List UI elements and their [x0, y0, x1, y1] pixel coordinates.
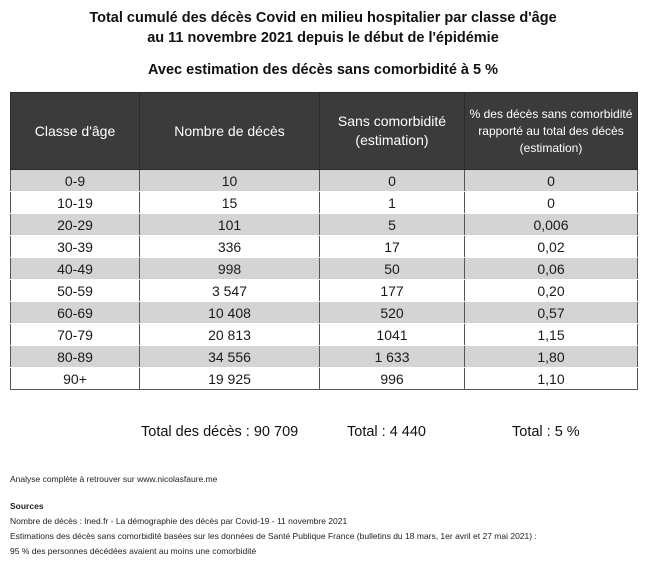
- death-count-cell: 19 925: [139, 367, 320, 390]
- source-line-1: Nombre de décès : Ined.fr - La démograph…: [10, 516, 348, 526]
- sources-label: Sources: [10, 501, 44, 511]
- without-comorbidity-cell: 17: [319, 235, 465, 258]
- without-comorbidity-cell: 1041: [319, 323, 465, 346]
- death-count-cell: 20 813: [139, 323, 320, 346]
- death-count-cell: 3 547: [139, 279, 320, 302]
- age-class-cell: 80-89: [10, 345, 140, 368]
- table-row: 40-49 998 50 0,06: [10, 257, 638, 280]
- death-count-cell: 10 408: [139, 301, 320, 324]
- age-class-cell: 60-69: [10, 301, 140, 324]
- table-row: 60-69 10 408 520 0,57: [10, 301, 638, 324]
- percent-cell: 0: [464, 169, 638, 192]
- age-class-cell: 0-9: [10, 169, 140, 192]
- total-without-comorbidity: Total : 4 440: [347, 424, 426, 440]
- without-comorbidity-cell: 5: [319, 213, 465, 236]
- table-row: 0-9 10 0 0: [10, 169, 638, 192]
- age-class-cell: 40-49: [10, 257, 140, 280]
- header-without-comorbidity: Sans comorbidité (estimation): [319, 92, 465, 170]
- death-count-cell: 998: [139, 257, 320, 280]
- percent-cell: 0,20: [464, 279, 638, 302]
- age-class-cell: 50-59: [10, 279, 140, 302]
- subtitle: Avec estimation des décès sans comorbidi…: [147, 62, 499, 78]
- table-row: 20-29 101 5 0,006: [10, 213, 638, 236]
- percent-cell: 0,02: [464, 235, 638, 258]
- source-line-3: 95 % des personnes décédées avaient au m…: [10, 546, 257, 556]
- death-count-cell: 34 556: [139, 345, 320, 368]
- death-count-cell: 101: [139, 213, 320, 236]
- age-class-cell: 10-19: [10, 191, 140, 214]
- total-deaths: Total des décès : 90 709: [141, 424, 299, 440]
- percent-cell: 1,80: [464, 345, 638, 368]
- percent-cell: 0: [464, 191, 638, 214]
- header-age-class: Classe d'âge: [10, 92, 140, 170]
- table-header-row: Classe d'âge Nombre de décès Sans comorb…: [10, 92, 638, 170]
- without-comorbidity-cell: 0: [319, 169, 465, 192]
- age-class-cell: 90+: [10, 367, 140, 390]
- table-row: 10-19 15 1 0: [10, 191, 638, 214]
- table-row: 80-89 34 556 1 633 1,80: [10, 345, 638, 368]
- percent-cell: 0,57: [464, 301, 638, 324]
- without-comorbidity-cell: 1: [319, 191, 465, 214]
- without-comorbidity-cell: 50: [319, 257, 465, 280]
- table-row: 70-79 20 813 1041 1,15: [10, 323, 638, 346]
- table-row: 30-39 336 17 0,02: [10, 235, 638, 258]
- death-count-cell: 15: [139, 191, 320, 214]
- title-line-2: au 11 novembre 2021 depuis le début de l…: [147, 30, 499, 46]
- without-comorbidity-cell: 177: [319, 279, 465, 302]
- percent-cell: 1,15: [464, 323, 638, 346]
- header-percent-without-comorbidity: % des décès sans comorbidité rapporté au…: [464, 92, 638, 170]
- without-comorbidity-cell: 996: [319, 367, 465, 390]
- death-count-cell: 336: [139, 235, 320, 258]
- analysis-link-text: Analyse complète à retrouver sur www.nic…: [10, 474, 218, 484]
- header-death-count: Nombre de décès: [139, 92, 320, 170]
- age-class-cell: 30-39: [10, 235, 140, 258]
- source-line-2: Estimations des décès sans comorbidité b…: [10, 531, 537, 541]
- percent-cell: 0,006: [464, 213, 638, 236]
- deaths-table: Classe d'âge Nombre de décès Sans comorb…: [10, 92, 638, 390]
- total-percent: Total : 5 %: [512, 424, 580, 440]
- table-row: 50-59 3 547 177 0,20: [10, 279, 638, 302]
- death-count-cell: 10: [139, 169, 320, 192]
- age-class-cell: 70-79: [10, 323, 140, 346]
- age-class-cell: 20-29: [10, 213, 140, 236]
- table-body: 0-9 10 0 0 10-19 15 1 0 20-29 101 5 0,006 30-39 336 17…: [10, 169, 638, 390]
- percent-cell: 0,06: [464, 257, 638, 280]
- without-comorbidity-cell: 520: [319, 301, 465, 324]
- table-row: 90+ 19 925 996 1,10: [10, 367, 638, 390]
- without-comorbidity-cell: 1 633: [319, 345, 465, 368]
- percent-cell: 1,10: [464, 367, 638, 390]
- title-line-1: Total cumulé des décès Covid en milieu h…: [89, 10, 557, 26]
